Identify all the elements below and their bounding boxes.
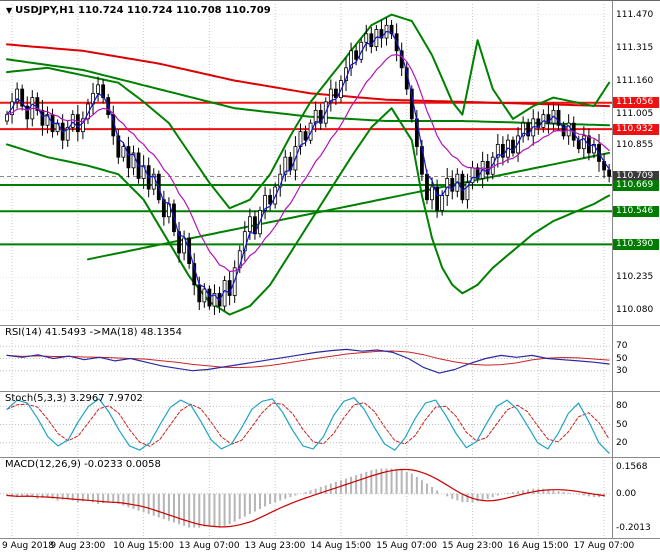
x-axis-label: 17 Aug 07:00 [573, 541, 635, 551]
symbol-arrow-icon: ▼ [6, 6, 13, 15]
overlay-trendline-ascending [87, 151, 611, 261]
y-axis-label: 111.470 [616, 9, 654, 20]
macd-layer [0, 468, 612, 528]
x-axis-label: 14 Aug 15:00 [310, 541, 372, 551]
price-label-badge: 110.669 [613, 179, 659, 191]
stoch-level-label: 20 [616, 437, 628, 448]
stoch-layer [0, 397, 612, 454]
chart-title-text: USDJPY,H1 110.724 110.724 110.708 110.70… [15, 5, 271, 16]
stoch-level-label: 80 [616, 401, 628, 412]
x-axis-label: 9 Aug 2018 [2, 541, 54, 551]
price-label-badge: 110.932 [613, 123, 659, 135]
overlay-ma-red-slow [6, 43, 611, 108]
panel-separators [0, 0, 660, 539]
macd-scale-label: 0.1568 [616, 462, 648, 473]
stoch-level-label: 50 [616, 419, 628, 430]
grid-layer [0, 4, 612, 536]
x-axis-label: 13 Aug 07:00 [178, 541, 240, 551]
ema-fast-line [6, 30, 610, 302]
x-axis-label: 9 Aug 23:00 [50, 541, 106, 551]
hlines-layer [0, 101, 612, 246]
y-axis-label: 111.160 [616, 75, 654, 86]
ema-slow-line [6, 53, 610, 273]
x-axis-label: 15 Aug 23:00 [442, 541, 503, 551]
chart-title: ▼ USDJPY,H1 110.724 110.724 110.708 110.7… [6, 5, 271, 16]
rsi-title: RSI(14) 41.5493 ->MA(18) 48.1354 [5, 327, 182, 338]
price-label-badge: 110.546 [613, 205, 659, 217]
overlay-ma-green-slow [6, 58, 611, 127]
candles-layer [5, 17, 612, 316]
rsi-level-label: 50 [616, 353, 628, 364]
y-axis-label: 110.080 [616, 305, 654, 316]
overlay-band-lower [6, 107, 611, 316]
x-axis-label: 10 Aug 15:00 [113, 541, 174, 551]
x-axis-label: 15 Aug 07:00 [376, 541, 437, 551]
macd-scale-label: 0.00 [616, 488, 637, 499]
x-axis-label: 16 Aug 15:00 [507, 541, 569, 551]
rsi-layer [0, 345, 612, 374]
macd-title: MACD(12,26,9) -0.0233 0.0058 [5, 459, 161, 470]
stoch-title: Stoch(5,3,3) 3.2967 7.9702 [5, 393, 143, 404]
rsi-level-label: 70 [616, 341, 628, 352]
price-label-badge: 110.390 [613, 238, 659, 250]
overlay-band-upper [6, 13, 611, 210]
rsi-level-label: 30 [616, 365, 628, 376]
price-label-badge: 110.709 [613, 171, 659, 183]
price-label-badge: 111.056 [613, 97, 659, 109]
y-axis-label: 110.235 [616, 272, 654, 283]
x-axis-label: 13 Aug 23:00 [244, 541, 306, 551]
macd-scale-label: -0.2013 [616, 522, 651, 533]
y-axis-label: 110.855 [616, 140, 654, 151]
y-axis-label: 111.315 [616, 42, 654, 53]
y-axis-label: 111.005 [616, 108, 654, 119]
